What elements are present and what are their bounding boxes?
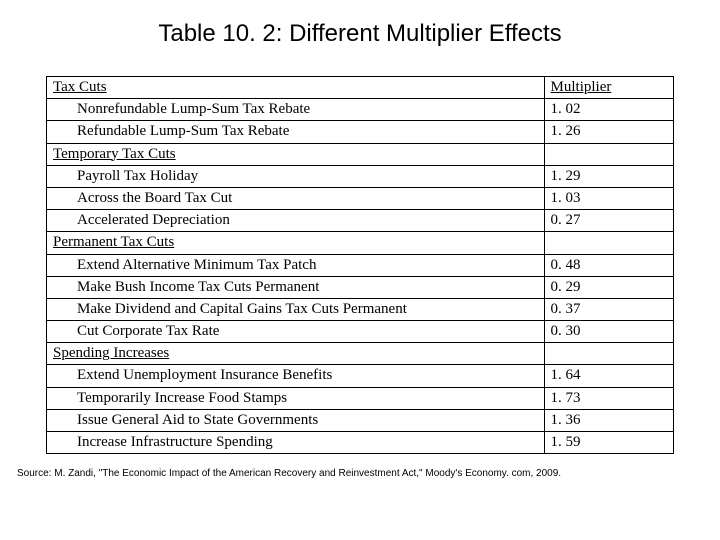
row-label: Temporarily Increase Food Stamps [47,387,545,409]
row-label: Spending Increases [47,343,545,365]
table-row: Permanent Tax Cuts [47,232,674,254]
row-value: 1. 36 [544,409,673,431]
row-value: 1. 29 [544,165,673,187]
row-label: Issue General Aid to State Governments [47,409,545,431]
table-row: Temporarily Increase Food Stamps1. 73 [47,387,674,409]
row-value: 1. 26 [544,121,673,143]
row-label: Payroll Tax Holiday [47,165,545,187]
row-value [544,143,673,165]
row-label: Accelerated Depreciation [47,210,545,232]
table-row: Across the Board Tax Cut1. 03 [47,187,674,209]
row-value: 0. 27 [544,210,673,232]
table-row: Accelerated Depreciation0. 27 [47,210,674,232]
row-label: Make Bush Income Tax Cuts Permanent [47,276,545,298]
row-value [544,232,673,254]
table-row: Cut Corporate Tax Rate0. 30 [47,321,674,343]
row-value [544,343,673,365]
table-header-row: Tax CutsMultiplier [47,77,674,99]
row-value: 0. 29 [544,276,673,298]
row-value: 0. 30 [544,321,673,343]
header-label: Tax Cuts [47,77,545,99]
row-label: Across the Board Tax Cut [47,187,545,209]
row-label: Cut Corporate Tax Rate [47,321,545,343]
row-value: 1. 64 [544,365,673,387]
row-value: 0. 48 [544,254,673,276]
header-value: Multiplier [544,77,673,99]
table-row: Make Dividend and Capital Gains Tax Cuts… [47,298,674,320]
row-label: Extend Unemployment Insurance Benefits [47,365,545,387]
row-label: Extend Alternative Minimum Tax Patch [47,254,545,276]
row-label: Nonrefundable Lump-Sum Tax Rebate [47,99,545,121]
table-row: Nonrefundable Lump-Sum Tax Rebate1. 02 [47,99,674,121]
table-title: Table 10. 2: Different Multiplier Effect… [15,20,705,48]
table-row: Issue General Aid to State Governments1.… [47,409,674,431]
table-row: Extend Unemployment Insurance Benefits1.… [47,365,674,387]
row-value: 1. 03 [544,187,673,209]
row-value: 1. 73 [544,387,673,409]
multiplier-table: Tax CutsMultiplierNonrefundable Lump-Sum… [46,76,674,454]
table-row: Make Bush Income Tax Cuts Permanent0. 29 [47,276,674,298]
row-value: 1. 02 [544,99,673,121]
row-value: 1. 59 [544,432,673,454]
source-citation: Source: M. Zandi, "The Economic Impact o… [17,468,705,479]
table-row: Increase Infrastructure Spending1. 59 [47,432,674,454]
table-row: Extend Alternative Minimum Tax Patch0. 4… [47,254,674,276]
row-label: Permanent Tax Cuts [47,232,545,254]
row-label: Increase Infrastructure Spending [47,432,545,454]
row-label: Temporary Tax Cuts [47,143,545,165]
row-label: Refundable Lump-Sum Tax Rebate [47,121,545,143]
row-value: 0. 37 [544,298,673,320]
table-row: Refundable Lump-Sum Tax Rebate1. 26 [47,121,674,143]
table-row: Payroll Tax Holiday1. 29 [47,165,674,187]
table-row: Spending Increases [47,343,674,365]
row-label: Make Dividend and Capital Gains Tax Cuts… [47,298,545,320]
table-row: Temporary Tax Cuts [47,143,674,165]
